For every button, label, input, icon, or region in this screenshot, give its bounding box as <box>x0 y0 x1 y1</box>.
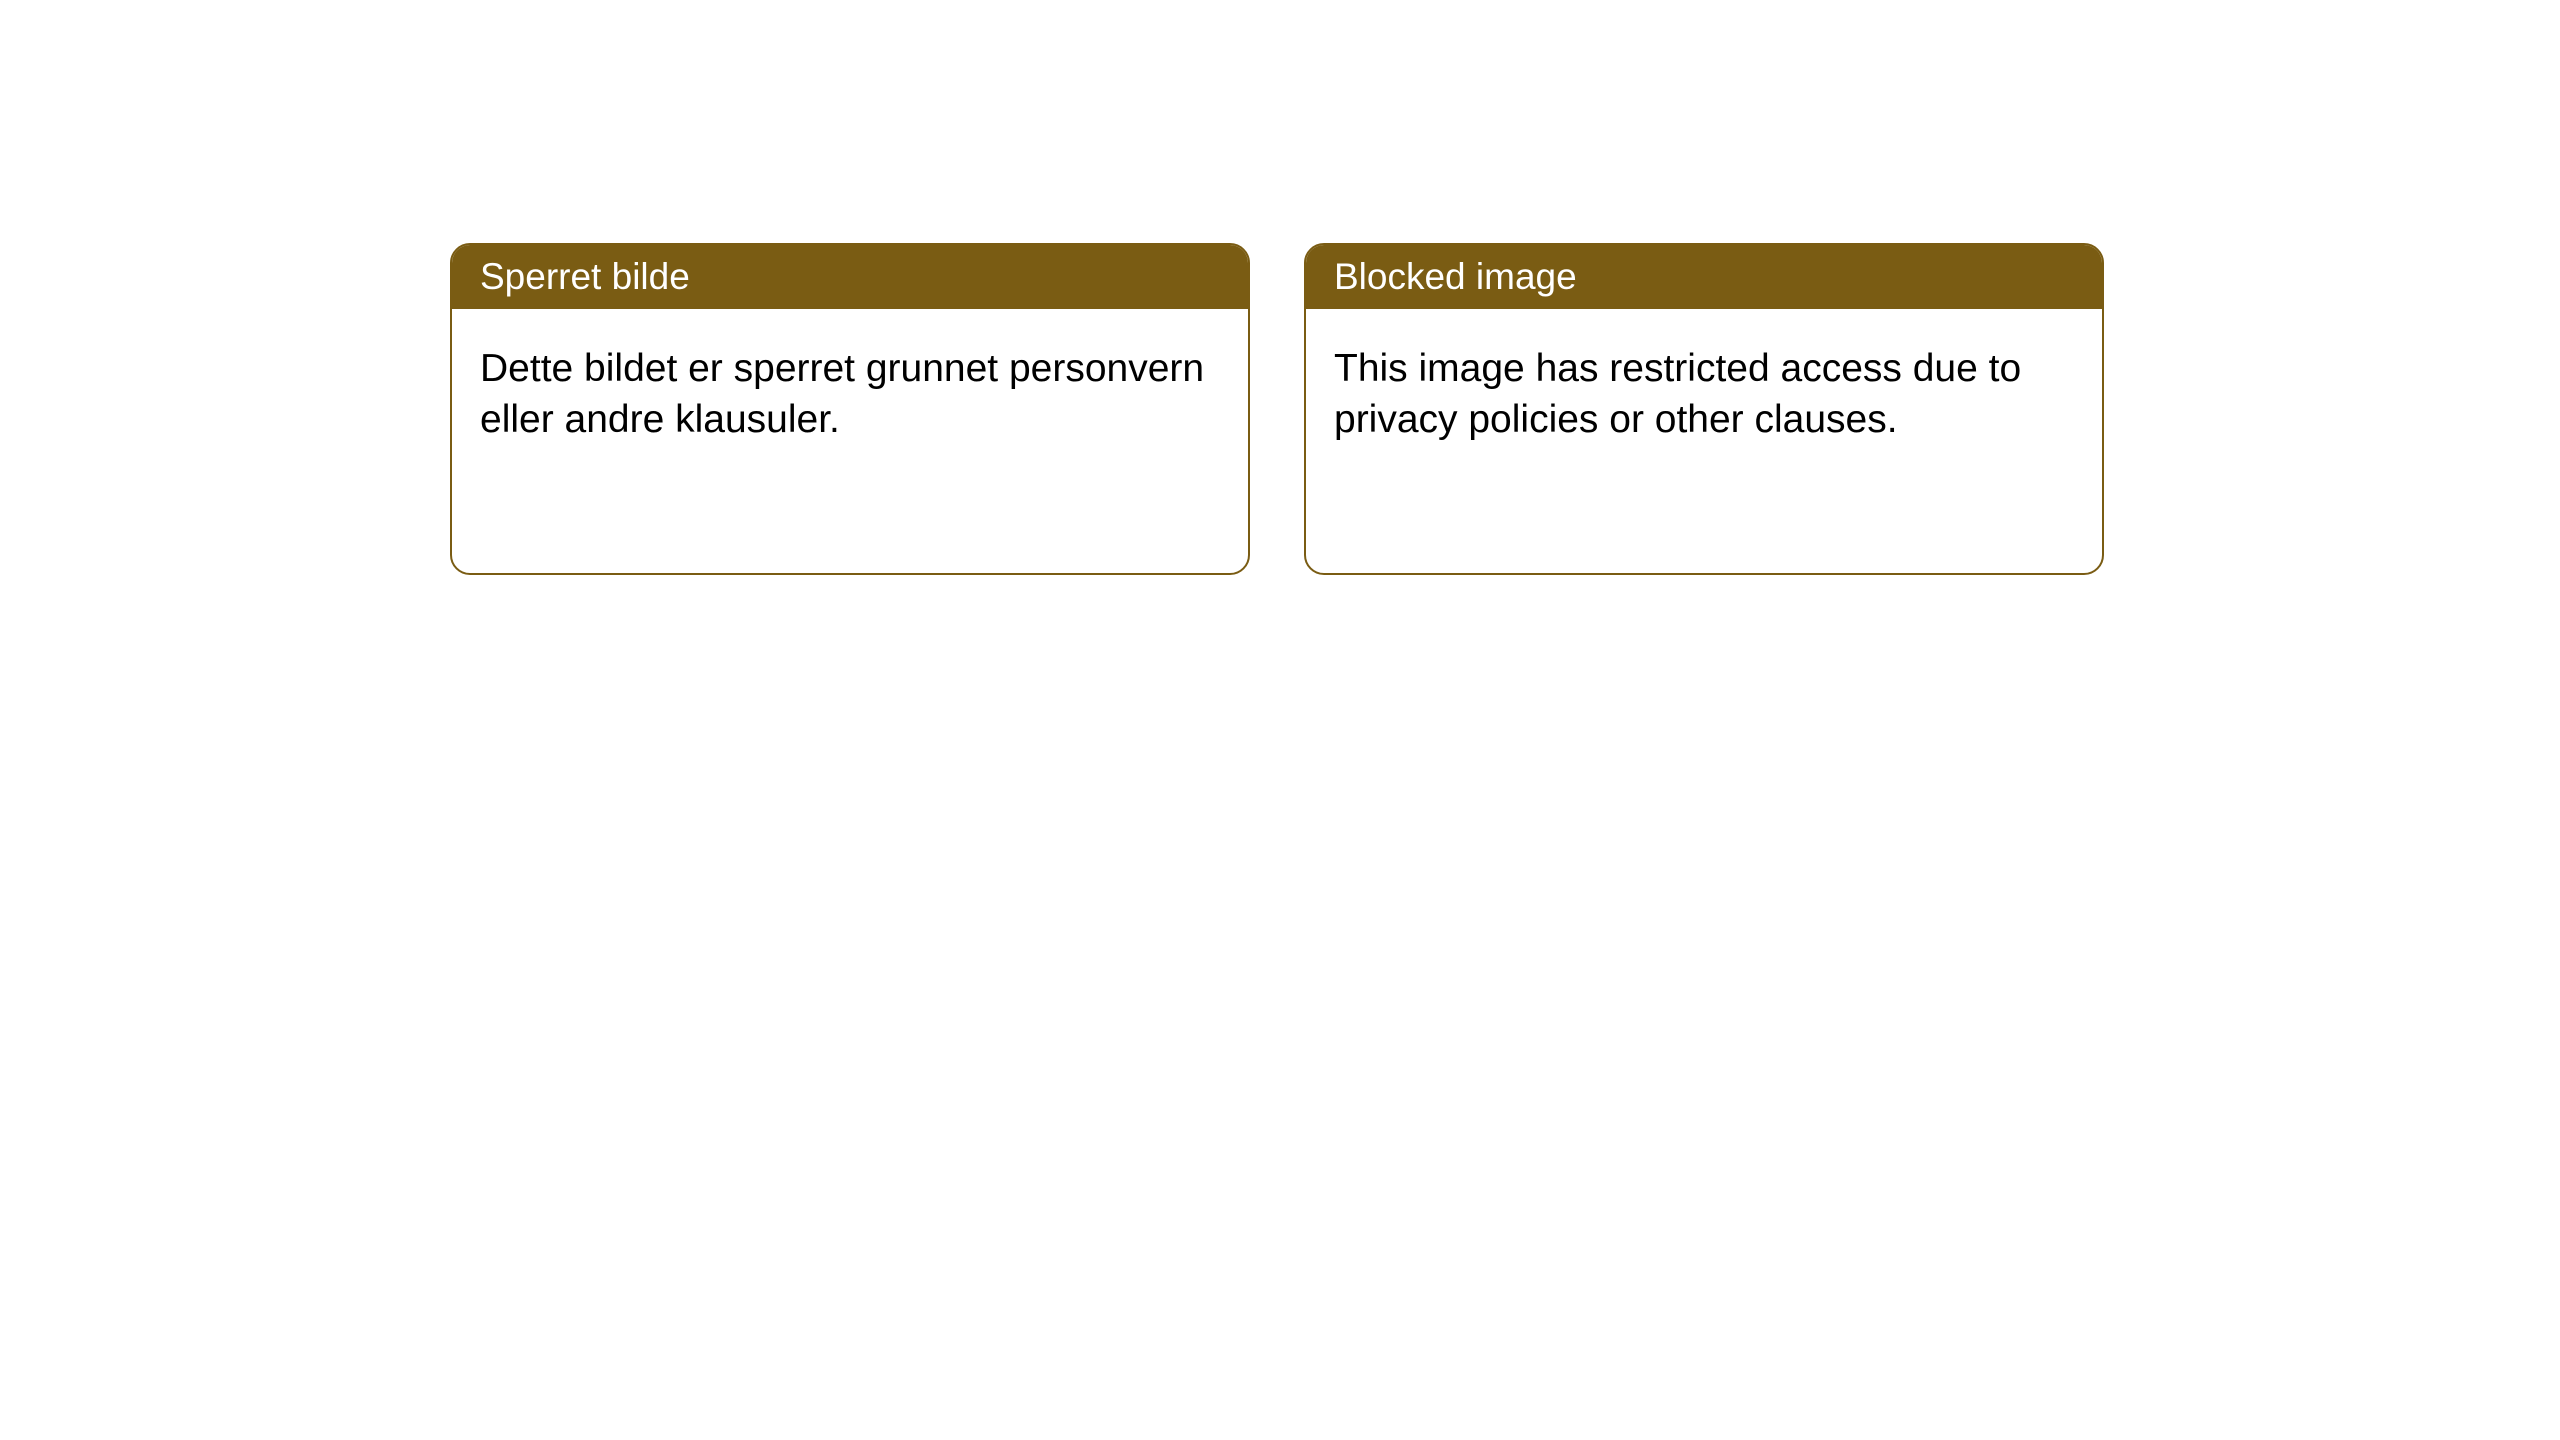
card-text-norwegian: Dette bildet er sperret grunnet personve… <box>480 347 1204 441</box>
card-text-english: This image has restricted access due to … <box>1334 347 2021 441</box>
notice-cards-container: Sperret bilde Dette bildet er sperret gr… <box>450 243 2104 575</box>
card-header-norwegian: Sperret bilde <box>452 245 1248 309</box>
card-title-norwegian: Sperret bilde <box>480 256 690 297</box>
card-header-english: Blocked image <box>1306 245 2102 309</box>
notice-card-norwegian: Sperret bilde Dette bildet er sperret gr… <box>450 243 1250 575</box>
card-body-english: This image has restricted access due to … <box>1306 309 2102 480</box>
card-body-norwegian: Dette bildet er sperret grunnet personve… <box>452 309 1248 480</box>
notice-card-english: Blocked image This image has restricted … <box>1304 243 2104 575</box>
card-title-english: Blocked image <box>1334 256 1577 297</box>
